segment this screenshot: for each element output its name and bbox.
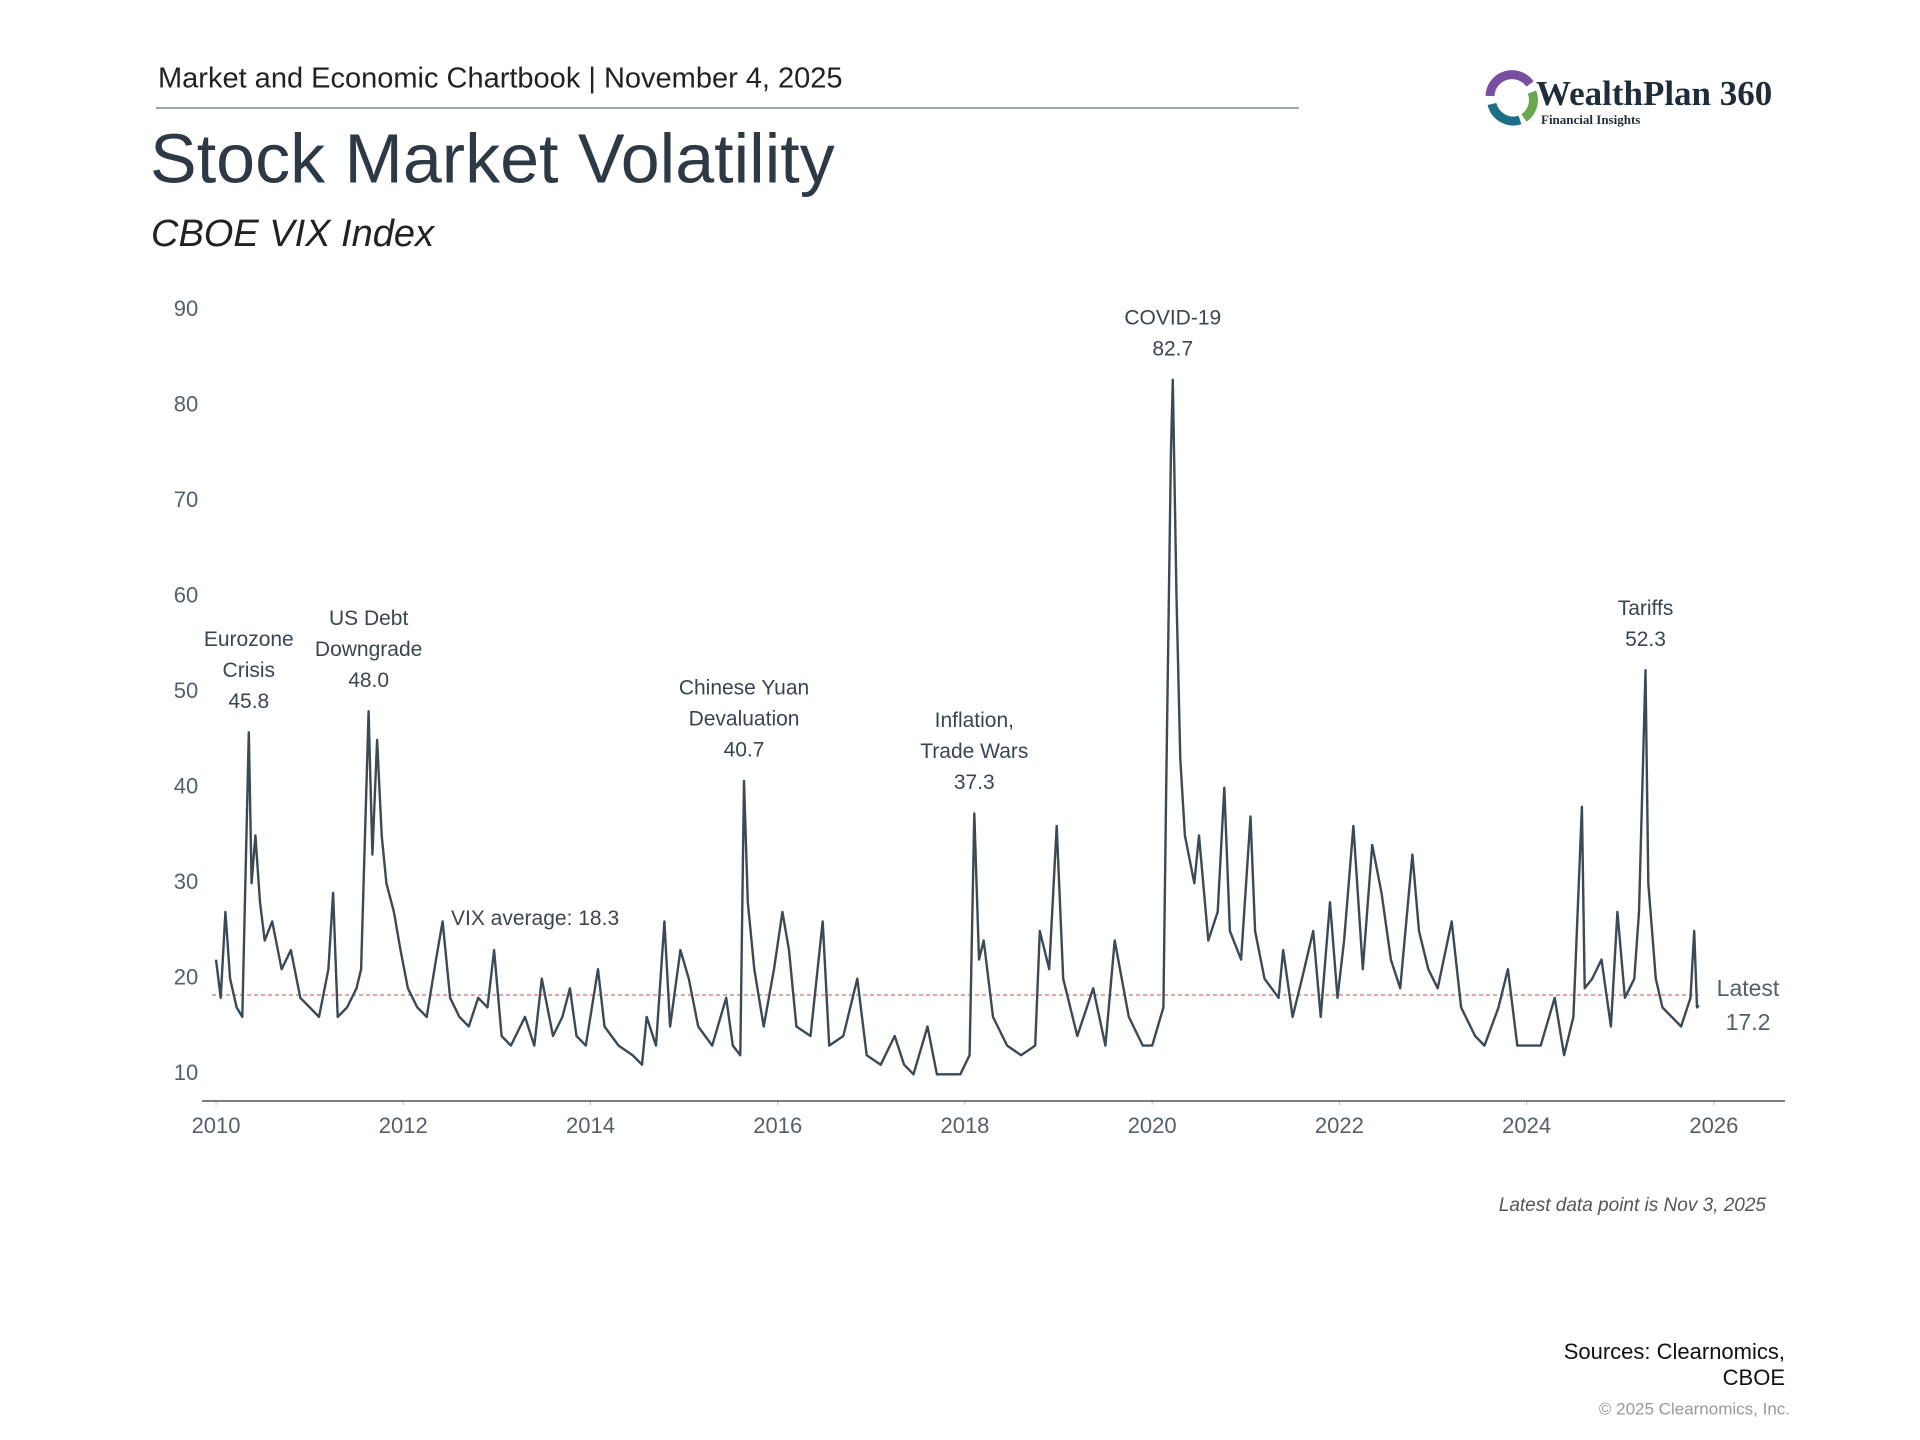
annotation-value: 52.3 (1625, 628, 1666, 651)
chart-title: Stock Market Volatility (150, 119, 835, 197)
annotation-text: Crisis (223, 659, 276, 682)
annotation-value: 82.7 (1152, 337, 1193, 360)
x-tick-label: 2010 (192, 1113, 241, 1138)
average-label: VIX average: 18.3 (451, 907, 619, 930)
logo-arc (1487, 102, 1522, 126)
annotation-text: Chinese Yuan (679, 677, 809, 700)
x-tick-label: 2012 (379, 1113, 428, 1138)
y-tick-label: 30 (174, 869, 198, 894)
annotation-text: Inflation, (935, 709, 1014, 732)
annotation-text: Trade Wars (920, 740, 1028, 763)
annotation-text: COVID-19 (1124, 306, 1221, 329)
y-tick-label: 40 (174, 774, 198, 799)
chart-subtitle: CBOE VIX Index (151, 213, 436, 255)
logo-arc (1521, 90, 1538, 122)
latest-label: Latest (1717, 975, 1780, 1001)
annotation-value: 40.7 (724, 739, 765, 762)
latest-value: 17.2 (1726, 1009, 1771, 1035)
x-tick-label: 2014 (566, 1113, 615, 1138)
annotation-text: Eurozone (204, 628, 294, 651)
average-label-text: VIX average: (451, 907, 572, 930)
data-note: Latest data point is Nov 3, 2025 (1499, 1195, 1767, 1216)
annotation-value: 37.3 (954, 771, 995, 794)
y-tick-label: 80 (174, 391, 198, 416)
x-tick-label: 2026 (1689, 1113, 1738, 1138)
x-tick-label: 2020 (1128, 1113, 1177, 1138)
logo-tagline: Financial Insights (1541, 112, 1640, 127)
x-tick-label: 2024 (1502, 1113, 1551, 1138)
annotation-value: 48.0 (348, 669, 389, 692)
average-value: 18.3 (578, 907, 619, 930)
annotation-text: US Debt (329, 607, 409, 630)
logo: WealthPlan 360 Financial Insights (1485, 70, 1772, 127)
x-tick-label: 2022 (1315, 1113, 1364, 1138)
vix-line (214, 378, 1700, 1076)
copyright: © 2025 Clearnomics, Inc. (1599, 1399, 1790, 1418)
y-tick-label: 20 (174, 965, 198, 990)
y-tick-label: 60 (174, 582, 198, 607)
y-tick-label: 50 (174, 678, 198, 703)
annotation-value: 45.8 (228, 690, 269, 713)
annotation-text: Devaluation (689, 708, 800, 731)
logo-arc (1485, 70, 1534, 97)
y-tick-label: 10 (174, 1060, 198, 1085)
x-tick-label: 2016 (753, 1113, 802, 1138)
y-tick-label: 90 (174, 296, 198, 321)
y-tick-label: 70 (174, 487, 198, 512)
annotation-text: Downgrade (315, 638, 422, 661)
x-tick-label: 2018 (940, 1113, 989, 1138)
sources: Sources: Clearnomics, (1564, 1339, 1785, 1364)
annotation-text: Tariffs (1618, 597, 1674, 620)
header: Market and Economic Chartbook | November… (158, 63, 843, 95)
sources: CBOE (1723, 1365, 1785, 1390)
logo-name: WealthPlan 360 (1536, 74, 1772, 113)
